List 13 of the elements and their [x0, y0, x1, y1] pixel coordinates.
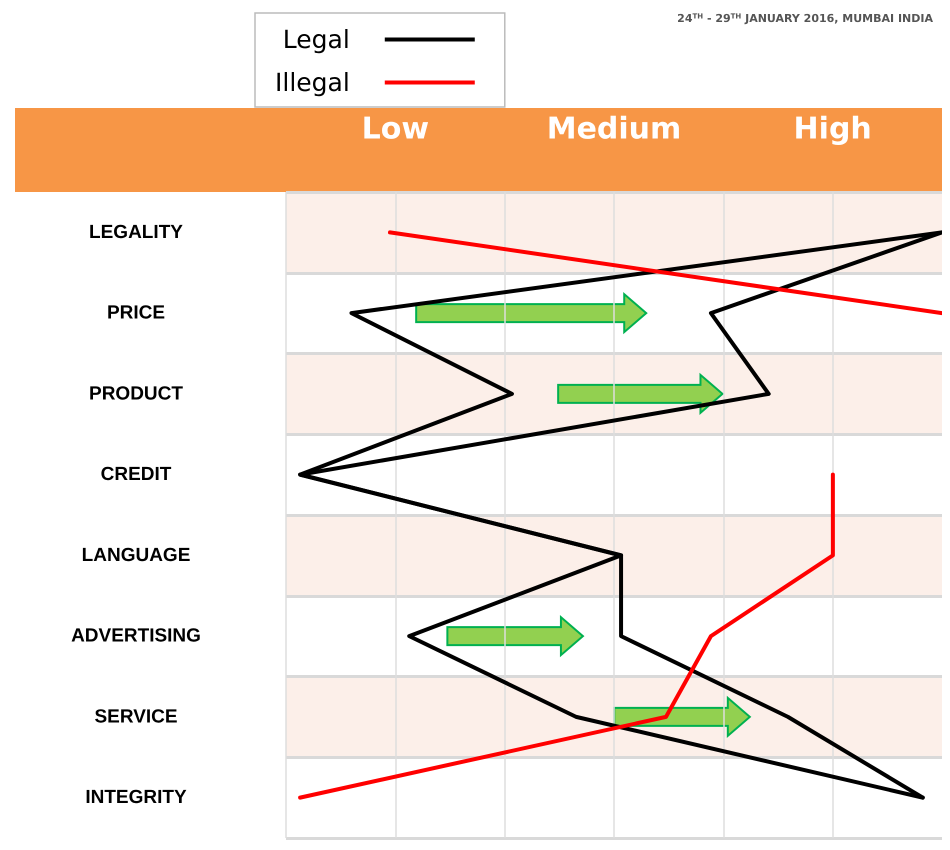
text: Low [362, 112, 430, 146]
y-tick-label: PRODUCT [89, 383, 184, 404]
y-tick-label: ADVERTISING [71, 626, 201, 647]
y-tick-label: CREDIT [100, 464, 172, 486]
text: Medium [546, 112, 682, 146]
y-tick-label: INTEGRITY [85, 787, 187, 808]
y-tick-label: SERVICE [94, 706, 178, 728]
legend-label: Illegal [275, 68, 350, 97]
y-tick-label: PRICE [106, 302, 166, 324]
y-tick-label: LANGUAGE [82, 544, 190, 566]
y-tick-label: LEGALITY [89, 222, 184, 243]
text: High [794, 112, 872, 146]
legend-label: Legal [282, 25, 350, 54]
